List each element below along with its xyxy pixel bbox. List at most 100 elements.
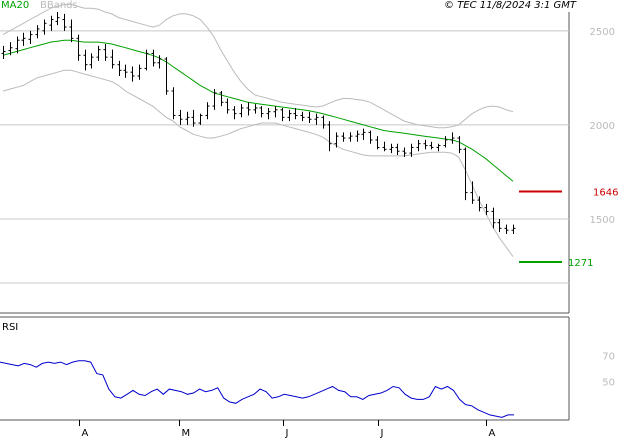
price-bars [1,12,516,234]
price-bar [15,36,20,54]
legend-ma20: MA20 [1,0,29,11]
price-bar [76,34,81,61]
price-bar [185,111,190,125]
price-bar [164,57,169,95]
price-bar [477,196,482,212]
price-bar [178,109,183,125]
price-bar [110,49,115,69]
price-bar [314,113,319,125]
price-bar [198,113,203,125]
price-bar [1,45,6,60]
rsi-tick-label: 50 [602,377,615,388]
level-label: 1646 [593,187,618,198]
price-bar [395,143,400,155]
price-bar [484,203,489,216]
price-bar [55,12,60,26]
copyright-text: © TEC 11/8/2024 3:1 GMT [444,0,577,11]
price-bar [212,89,217,110]
price-bar [409,143,414,157]
price-bar [511,224,516,234]
price-bar [62,13,67,31]
time-tick-label: J [380,428,384,439]
price-bar [470,181,475,204]
price-bar [423,139,428,150]
price-bar [327,121,332,152]
bollinger-bands [2,4,514,257]
price-bar [205,102,210,120]
price-bar [497,218,502,233]
price-bar [491,207,496,229]
price-bar [450,132,455,144]
rsi-tick-label: 70 [602,352,615,363]
ma20-line [2,39,514,182]
price-bar [280,107,285,122]
bband-upper [2,4,514,129]
bband-lower [2,69,514,257]
price-bar [368,130,373,144]
price-bar [191,109,196,127]
price-bar [144,49,149,71]
price-bar [103,43,108,61]
grid-lines [0,30,569,284]
price-bar [8,42,13,56]
price-bar [266,107,271,120]
time-tick-label: A [489,428,496,439]
rsi-panel: 50 70 [0,352,615,418]
price-bar [130,66,135,82]
price-bar [253,104,258,114]
price-bar [402,147,407,157]
price-tick-label: 1500 [590,215,615,226]
price-bar [416,139,421,152]
price-bar [239,104,244,118]
price-axis: 1500 2000 2500 [590,27,615,226]
price-tick-label: 2500 [590,27,615,38]
price-bar [300,111,305,122]
price-bar [117,60,122,76]
price-bar [49,15,54,31]
price-bar [361,128,366,140]
price-bar [157,55,162,69]
rsi-title: RSI [2,322,18,333]
price-bar [436,143,441,152]
price-bar [457,136,462,154]
price-bar [389,143,394,154]
price-bar [225,98,230,114]
support-resistance-levels: 1646 1271 [519,187,618,269]
price-bar [293,107,298,120]
time-tick-label: M [182,428,191,439]
price-bar [355,130,360,142]
price-bar [96,45,101,61]
price-tick-label: 2000 [590,121,615,132]
price-bar [69,19,74,43]
price-bar [171,87,176,120]
price-bar [504,224,509,234]
rsi-series [0,360,514,418]
level-label: 1271 [568,258,593,269]
price-bar [341,132,346,142]
price-bar [273,106,278,118]
price-bar [334,132,339,148]
price-bar [123,64,128,78]
price-bar [348,132,353,142]
price-bar [463,147,468,201]
price-bar [28,30,33,44]
price-bar [321,115,326,129]
price-bar [259,106,264,118]
price-bar [219,91,224,107]
price-bar [382,141,387,152]
price-bar [375,136,380,150]
price-bar [137,64,142,80]
price-bar [83,49,88,71]
price-bar [429,141,434,150]
price-bar [21,32,26,46]
price-bar [35,25,40,39]
price-bar [246,102,251,116]
price-bar [89,53,94,69]
time-tick-label: A [82,428,89,439]
price-bar [232,106,237,120]
price-bar [42,19,47,35]
legend-bbands: BBands [40,0,78,11]
price-bar [287,109,292,122]
